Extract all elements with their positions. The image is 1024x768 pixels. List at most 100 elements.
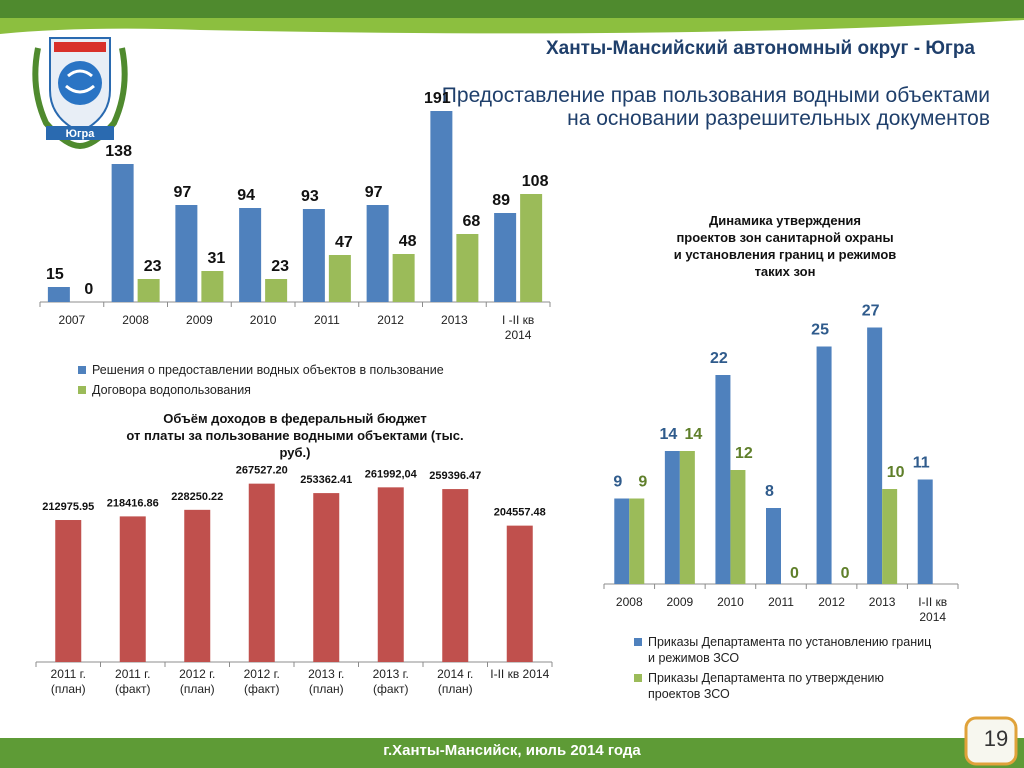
zones-chart-title-line: таких зон: [754, 264, 816, 279]
bar: [47, 287, 70, 302]
legend-swatch-blue: [78, 366, 86, 374]
data-label: 97: [173, 184, 191, 201]
data-label: 228250.22: [171, 491, 223, 503]
data-label: 138: [105, 143, 132, 160]
data-label: 261992,04: [365, 468, 418, 480]
legend-item: Договора водопользования: [78, 382, 548, 398]
data-label: 22: [710, 350, 728, 367]
bar: [679, 451, 695, 584]
data-label: 14: [659, 426, 677, 443]
category-label: 2008: [122, 313, 149, 327]
bar: [816, 346, 832, 584]
data-label: 9: [613, 474, 622, 491]
bar: [766, 508, 781, 584]
category-label: 2010: [717, 595, 744, 609]
category-label: 2012: [818, 595, 845, 609]
category-label: 2013 г. (факт): [373, 667, 409, 696]
footer-text: г.Ханты-Мансийск, июль 2014 года: [383, 742, 641, 759]
data-label: 212975.95: [42, 501, 94, 513]
coat-of-arms-logo: Югра: [32, 37, 128, 150]
data-label: 11: [913, 455, 930, 472]
category-label: 2014 г. (план): [437, 667, 473, 696]
revenue-chart-title-line: Объём доходов в федеральный бюджет: [163, 411, 427, 426]
data-label: 218416.86: [107, 497, 159, 509]
revenue-chart-title-line: от платы за пользование водными объектам…: [126, 428, 464, 443]
data-label: 68: [462, 213, 480, 230]
legend-item: Приказы Департамента по установлению гра…: [634, 634, 954, 666]
data-label: 191: [424, 90, 451, 107]
data-label: 25: [811, 322, 829, 339]
category-label: I-II кв 2014: [490, 667, 549, 681]
zones-chart-legend: Приказы Департамента по установлению гра…: [634, 634, 954, 706]
legend-swatch-green: [634, 674, 642, 682]
legend-swatch-blue: [634, 638, 642, 646]
zones-chart-title-line: и установления границ и режимов: [673, 247, 897, 262]
bar: [882, 489, 898, 584]
data-label: 27: [862, 303, 880, 320]
page-title: Предоставление прав пользования водными …: [300, 84, 990, 130]
category-label: 2011 г. (факт): [115, 667, 150, 696]
bar: [137, 279, 160, 302]
category-label: 2011: [314, 313, 340, 327]
bar: [302, 209, 325, 302]
bar: [313, 493, 340, 662]
bar: [239, 208, 262, 302]
category-label: 2013: [441, 313, 468, 327]
page-number: 19: [983, 726, 1009, 751]
page-title-line: Предоставление прав пользования водными …: [441, 84, 990, 107]
bar: [111, 164, 134, 302]
permits-chart-legend: Решения о предоставлении водных объектов…: [78, 362, 548, 402]
bar: [730, 470, 746, 584]
bar: [917, 479, 933, 584]
category-label: 2011 г. (план): [51, 667, 86, 696]
revenue-chart-title-line: руб.): [279, 445, 311, 460]
bar: [377, 487, 404, 662]
data-label: 267527.20: [236, 465, 288, 477]
bar: [614, 498, 630, 584]
category-label: 2013 г. (план): [308, 667, 344, 696]
bar: [119, 516, 146, 662]
revenue-chart-title: Объём доходов в федеральный бюджет от пл…: [60, 410, 530, 461]
bar: [442, 489, 469, 662]
category-label: 2013: [869, 595, 896, 609]
category-label: 2007: [59, 313, 86, 327]
data-label: 0: [841, 565, 850, 582]
category-label: 2012 г. (план): [179, 667, 215, 696]
legend-label: Приказы Департамента по утверждению прое…: [648, 671, 884, 701]
data-label: 9: [638, 474, 647, 491]
bar: [265, 279, 288, 302]
data-label: 89: [492, 192, 510, 209]
data-label: 8: [765, 483, 774, 500]
category-label: 2009: [186, 313, 213, 327]
bar: [715, 375, 731, 584]
data-label: 204557.48: [494, 507, 546, 519]
bar: [184, 509, 211, 662]
data-label: 15: [46, 266, 64, 283]
bar: [520, 194, 543, 302]
data-label: 31: [207, 250, 225, 267]
data-label: 94: [237, 187, 255, 204]
data-label: 253362.41: [300, 474, 352, 486]
bar: [201, 271, 224, 302]
category-label: I-II кв 2014: [918, 595, 947, 624]
legend-label: Договора водопользования: [92, 383, 251, 397]
category-label: 2010: [250, 313, 277, 327]
data-label: 48: [399, 233, 417, 250]
data-label: 23: [144, 258, 162, 275]
footer-bar: [0, 738, 1024, 768]
data-label: 97: [365, 184, 383, 201]
zones-chart-title: Динамика утверждения проектов зон санита…: [620, 212, 950, 280]
legend-item: Приказы Департамента по утверждению прое…: [634, 670, 954, 702]
legend-label: Решения о предоставлении водных объектов…: [92, 363, 444, 377]
data-label: 259396.47: [429, 470, 481, 482]
bar: [175, 205, 198, 302]
data-label: 0: [84, 281, 93, 298]
data-label: 47: [335, 234, 353, 251]
zones-chart-title-line: проектов зон санитарной охраны: [676, 230, 894, 245]
data-label: 12: [735, 445, 753, 462]
data-label: 0: [790, 565, 799, 582]
bar: [55, 520, 82, 662]
page-title-line: на основании разрешительных документов: [567, 107, 990, 130]
bar: [506, 525, 533, 662]
